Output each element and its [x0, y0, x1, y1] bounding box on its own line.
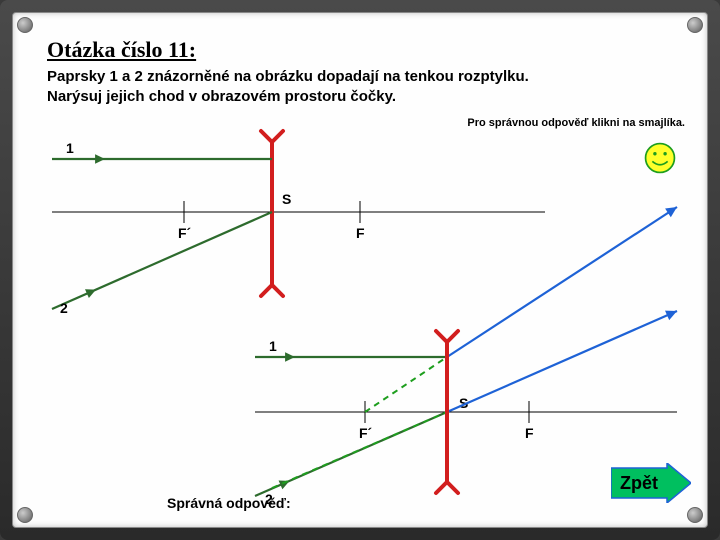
- whiteboard-frame: Otázka číslo 11: Paprsky 1 a 2 znázorněn…: [0, 0, 720, 540]
- answer-label: Správná odpověď:: [167, 495, 291, 511]
- optics-diagram: F´FS12F´FS12: [47, 37, 695, 525]
- svg-text:F´: F´: [359, 425, 373, 441]
- whiteboard-surface: Otázka číslo 11: Paprsky 1 a 2 znázorněn…: [12, 12, 708, 528]
- svg-text:F: F: [525, 425, 534, 441]
- frame-bolt: [17, 17, 33, 33]
- frame-bolt: [687, 17, 703, 33]
- svg-text:F´: F´: [178, 225, 192, 241]
- svg-text:S: S: [282, 191, 291, 207]
- svg-text:1: 1: [269, 338, 277, 354]
- svg-text:F: F: [356, 225, 365, 241]
- slide-content: Otázka číslo 11: Paprsky 1 a 2 znázorněn…: [47, 37, 695, 525]
- svg-text:1: 1: [66, 140, 74, 156]
- frame-bolt: [17, 507, 33, 523]
- back-button-label: Zpět: [620, 473, 658, 493]
- svg-text:2: 2: [60, 300, 68, 316]
- back-button[interactable]: Zpět: [611, 463, 691, 503]
